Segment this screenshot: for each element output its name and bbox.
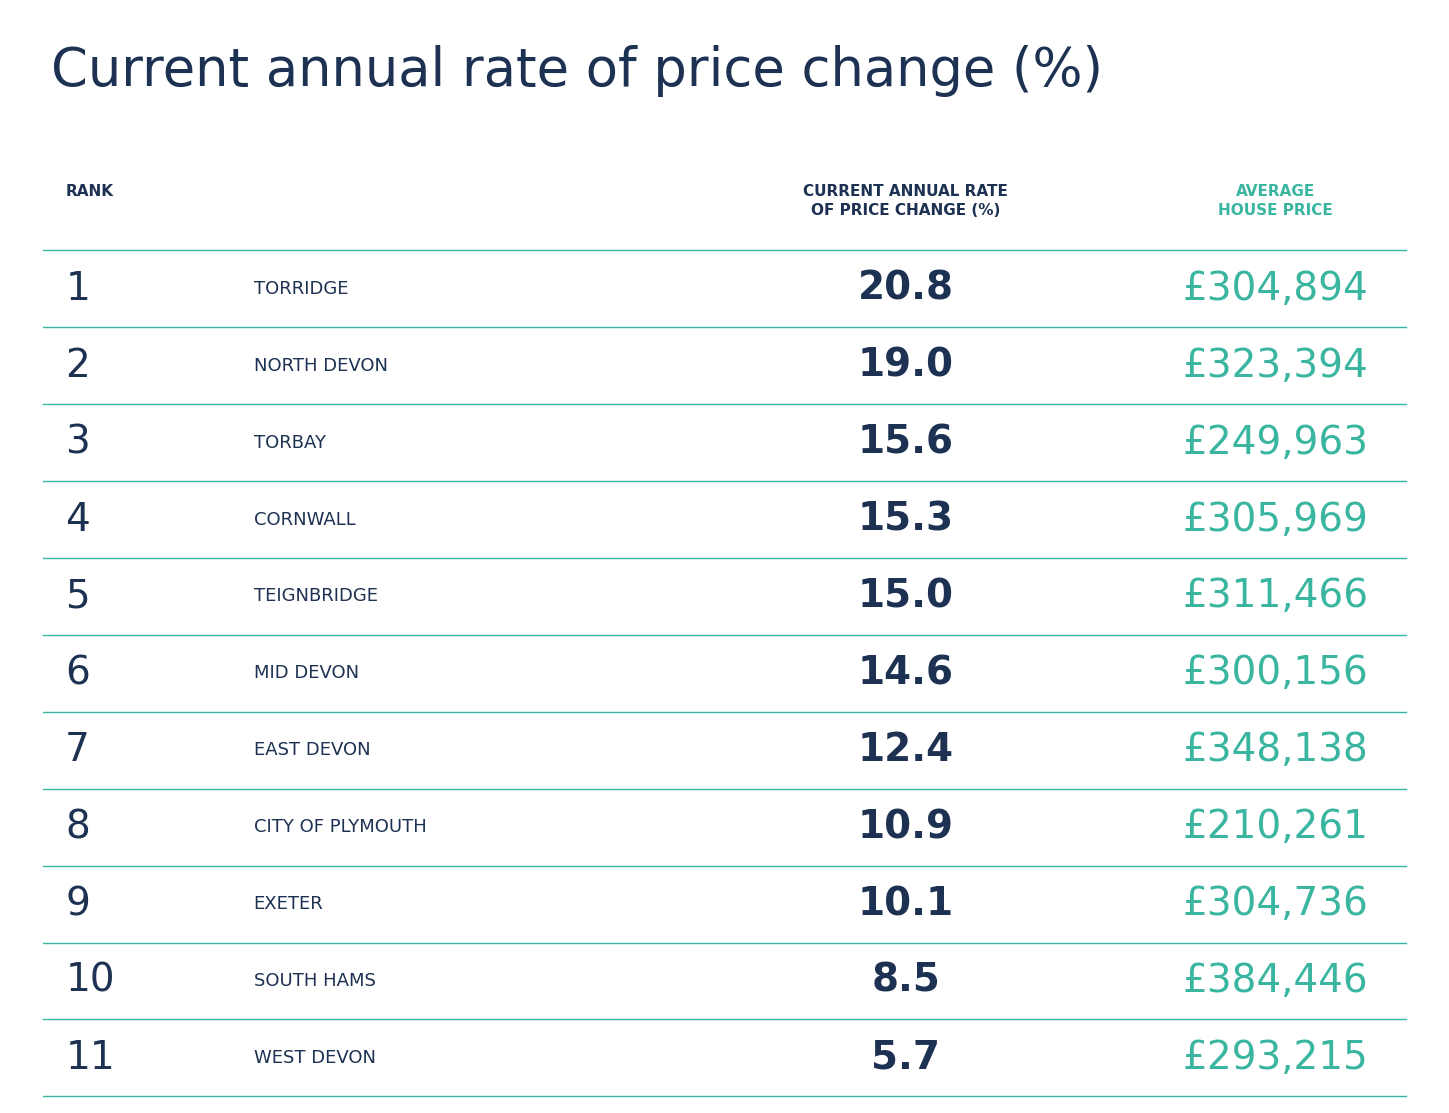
- Text: 20.8: 20.8: [858, 269, 953, 308]
- Text: £293,215: £293,215: [1182, 1038, 1368, 1077]
- Text: 4: 4: [65, 501, 90, 539]
- Text: £384,446: £384,446: [1182, 962, 1368, 999]
- Text: SOUTH HAMS: SOUTH HAMS: [254, 972, 375, 989]
- Text: 2: 2: [65, 347, 90, 385]
- Text: £311,466: £311,466: [1182, 578, 1368, 615]
- Text: CORNWALL: CORNWALL: [254, 511, 355, 529]
- Text: EXETER: EXETER: [254, 895, 323, 913]
- Text: £210,261: £210,261: [1182, 808, 1368, 846]
- Text: 15.6: 15.6: [858, 424, 953, 462]
- Text: 5: 5: [65, 578, 90, 615]
- Text: WEST DEVON: WEST DEVON: [254, 1048, 375, 1067]
- Text: £300,156: £300,156: [1182, 654, 1368, 692]
- Text: MID DEVON: MID DEVON: [254, 664, 359, 682]
- Text: CITY OF PLYMOUTH: CITY OF PLYMOUTH: [254, 818, 426, 836]
- Text: CURRENT ANNUAL RATE
OF PRICE CHANGE (%): CURRENT ANNUAL RATE OF PRICE CHANGE (%): [803, 184, 1009, 218]
- Text: 15.0: 15.0: [858, 578, 953, 615]
- Text: 8: 8: [65, 808, 90, 846]
- Text: £304,736: £304,736: [1182, 885, 1368, 923]
- Text: TEIGNBRIDGE: TEIGNBRIDGE: [254, 588, 378, 605]
- Text: £323,394: £323,394: [1182, 347, 1368, 385]
- Text: 10.9: 10.9: [858, 808, 953, 846]
- Text: Current annual rate of price change (%): Current annual rate of price change (%): [51, 45, 1103, 97]
- Text: 12.4: 12.4: [858, 731, 953, 769]
- Text: £304,894: £304,894: [1182, 269, 1368, 308]
- Text: 5.7: 5.7: [871, 1038, 940, 1077]
- Text: EAST DEVON: EAST DEVON: [254, 741, 369, 759]
- Text: RANK: RANK: [65, 184, 113, 198]
- Text: AVERAGE
HOUSE PRICE: AVERAGE HOUSE PRICE: [1217, 184, 1333, 218]
- Text: 3: 3: [65, 424, 90, 462]
- Text: 7: 7: [65, 731, 90, 769]
- Text: 9: 9: [65, 885, 90, 923]
- Text: 8.5: 8.5: [871, 962, 940, 999]
- Text: £348,138: £348,138: [1182, 731, 1368, 769]
- Text: 6: 6: [65, 654, 90, 692]
- Text: NORTH DEVON: NORTH DEVON: [254, 357, 387, 375]
- Text: 15.3: 15.3: [858, 501, 953, 539]
- Text: 14.6: 14.6: [858, 654, 953, 692]
- Text: 10: 10: [65, 962, 114, 999]
- Text: 11: 11: [65, 1038, 114, 1077]
- Text: 1: 1: [65, 269, 90, 308]
- Text: £249,963: £249,963: [1182, 424, 1368, 462]
- Text: TORBAY: TORBAY: [254, 434, 326, 452]
- Text: 19.0: 19.0: [858, 347, 953, 385]
- Text: TORRIDGE: TORRIDGE: [254, 279, 348, 298]
- Text: 10.1: 10.1: [858, 885, 953, 923]
- Text: £305,969: £305,969: [1182, 501, 1368, 539]
